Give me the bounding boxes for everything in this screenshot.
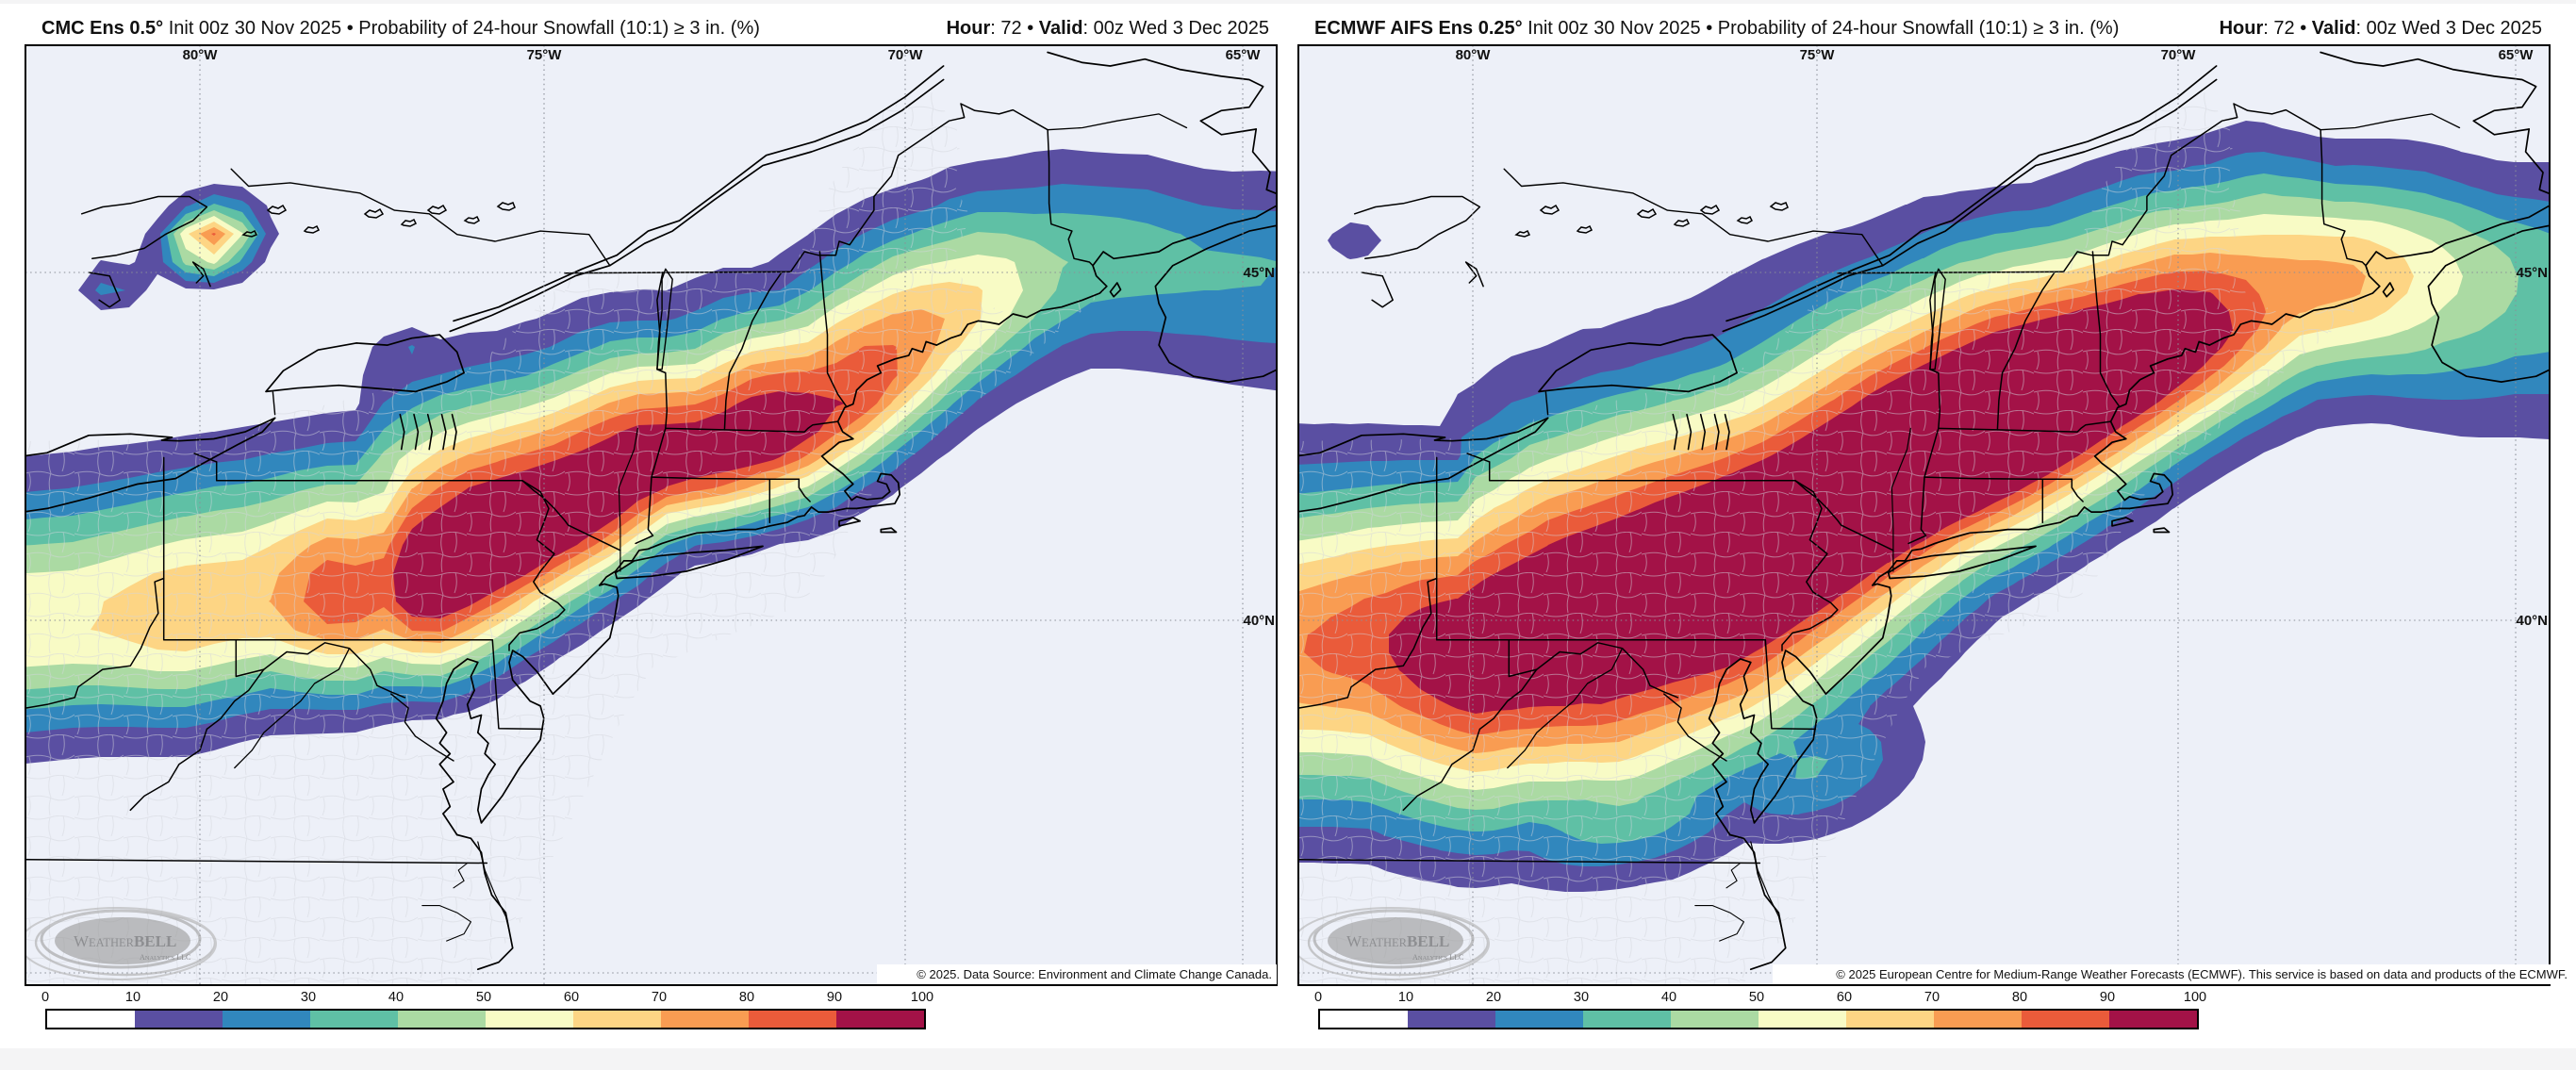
svg-text:© 2025 European Centre for Med: © 2025 European Centre for Medium-Range … <box>1836 967 2568 981</box>
svg-text:© 2025. Data Source: Environme: © 2025. Data Source: Environment and Cli… <box>916 967 1272 981</box>
svg-text:75°W: 75°W <box>527 47 563 63</box>
svg-text:80°W: 80°W <box>1456 47 1492 63</box>
svg-text:45°N: 45°N <box>1243 265 1275 281</box>
svg-text:65°W: 65°W <box>2499 47 2535 63</box>
svg-text:70°W: 70°W <box>2161 47 2197 63</box>
svg-text:40°N: 40°N <box>1243 613 1275 629</box>
svg-text:75°W: 75°W <box>1800 47 1836 63</box>
svg-text:40°N: 40°N <box>2516 613 2548 629</box>
svg-text:WEATHERBELL: WEATHERBELL <box>74 932 176 950</box>
svg-text:65°W: 65°W <box>1226 47 1262 63</box>
svg-text:WEATHERBELL: WEATHERBELL <box>1346 932 1449 950</box>
svg-text:45°N: 45°N <box>2516 265 2548 281</box>
svg-text:ANALYTICS LLC: ANALYTICS LLC <box>140 953 190 962</box>
svg-text:ANALYTICS LLC: ANALYTICS LLC <box>1412 953 1463 962</box>
svg-text:70°W: 70°W <box>888 47 924 63</box>
svg-text:80°W: 80°W <box>183 47 219 63</box>
